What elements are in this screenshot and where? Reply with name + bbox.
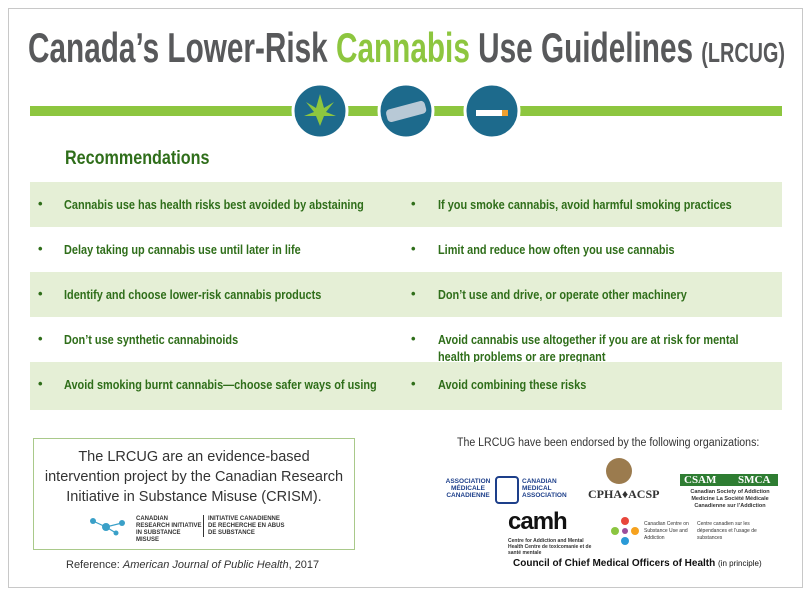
camh-text: Centre for Addiction and Mental Health C… bbox=[508, 538, 592, 556]
cma-fr: ASSOCIATION MÉDICALE CANADIENNE bbox=[445, 478, 491, 499]
section-heading: Recommendations bbox=[65, 148, 210, 169]
recommendation-row bbox=[30, 272, 782, 317]
csam-text: Canadian Society of Addiction Medicine L… bbox=[690, 489, 770, 509]
title: Canada’s Lower-Risk Cannabis Use Guideli… bbox=[28, 24, 785, 71]
cpha: CPHA♦ACSP bbox=[588, 487, 660, 501]
crism-fr: INITIATIVE CANADIENNE DE RECHERCHE EN AB… bbox=[208, 516, 285, 536]
ref-journal: American Journal of Public Health bbox=[122, 559, 289, 571]
ccsa-en: Canadian Centre on Substance Use and Add… bbox=[644, 521, 689, 541]
ccsa-fr: Centre canadien sur les dépendances et l… bbox=[697, 521, 757, 541]
recommendation: Cannabis use has health risks best avoid… bbox=[64, 197, 364, 212]
recommendation: If you smoke cannabis, avoid harmful smo… bbox=[438, 197, 732, 212]
info-text: The LRCUG are an evidence-based interven… bbox=[44, 449, 344, 505]
csam-bar bbox=[680, 474, 778, 486]
csam: CSAM bbox=[684, 474, 717, 486]
joint bbox=[476, 110, 508, 116]
ref-year: , 2017 bbox=[288, 559, 320, 571]
recommendation: Delay taking up cannabis use until later… bbox=[64, 242, 301, 257]
bullet: • bbox=[411, 376, 416, 391]
title-part: Canada’s Lower-Risk bbox=[28, 24, 328, 71]
bullet: • bbox=[411, 241, 416, 256]
recommendation: Don’t use synthetic cannabinoids bbox=[64, 332, 239, 347]
recommendation: Identify and choose lower-risk cannabis … bbox=[64, 287, 322, 302]
camh: camh bbox=[508, 508, 568, 535]
council-note: (in principle) bbox=[718, 559, 762, 568]
recommendation-row bbox=[30, 182, 782, 227]
recommendation: Limit and reduce how often you use canna… bbox=[438, 242, 675, 257]
car bbox=[386, 100, 427, 123]
icons bbox=[291, 82, 521, 140]
cma-mark bbox=[495, 476, 519, 504]
bullet: • bbox=[38, 331, 43, 346]
info-box bbox=[33, 438, 355, 550]
smca: SMCA bbox=[738, 474, 771, 486]
crism-logo-mark bbox=[90, 518, 125, 536]
council: Council of Chief Medical Officers of Hea… bbox=[513, 558, 762, 569]
bullet: • bbox=[38, 286, 43, 301]
bullet: • bbox=[411, 196, 416, 211]
recommendation: Avoid smoking burnt cannabis—choose safe… bbox=[64, 377, 377, 392]
council-name: Council of Chief Medical Officers of Hea… bbox=[513, 558, 716, 569]
bullet: • bbox=[38, 241, 43, 256]
header: Canada’s Lower-Risk Cannabis Use Guideli… bbox=[28, 24, 785, 71]
cma-en: CANADIAN MEDICAL ASSOCIATION bbox=[522, 478, 567, 499]
bullet: • bbox=[38, 376, 43, 391]
leaf bbox=[304, 94, 336, 126]
crism-en: CANADIAN RESEARCH INITIATIVE IN SUBSTANC… bbox=[136, 516, 202, 543]
bullet: • bbox=[411, 331, 416, 346]
ccsa-mark bbox=[611, 517, 639, 545]
bullet: • bbox=[411, 286, 416, 301]
title-abbr: (LRCUG) bbox=[701, 37, 785, 68]
reference: Reference: American Journal of Public He… bbox=[66, 559, 319, 571]
title-part: Use Guidelines bbox=[478, 24, 693, 71]
frame bbox=[8, 8, 803, 588]
recommendation: Avoid cannabis use altogether if you are… bbox=[438, 332, 739, 364]
cpha-mark bbox=[606, 458, 632, 484]
endorse-intro: The LRCUG have been endorsed by the foll… bbox=[457, 437, 760, 449]
bullet: • bbox=[38, 196, 43, 211]
recommendation: Avoid combining these risks bbox=[438, 377, 587, 392]
recommendation-row bbox=[30, 362, 782, 410]
ember bbox=[502, 110, 508, 116]
separator bbox=[203, 515, 204, 537]
title-highlight: Cannabis bbox=[336, 24, 470, 71]
recommendation: Don’t use and drive, or operate other ma… bbox=[438, 287, 687, 302]
ref-label: Reference: bbox=[66, 559, 120, 571]
